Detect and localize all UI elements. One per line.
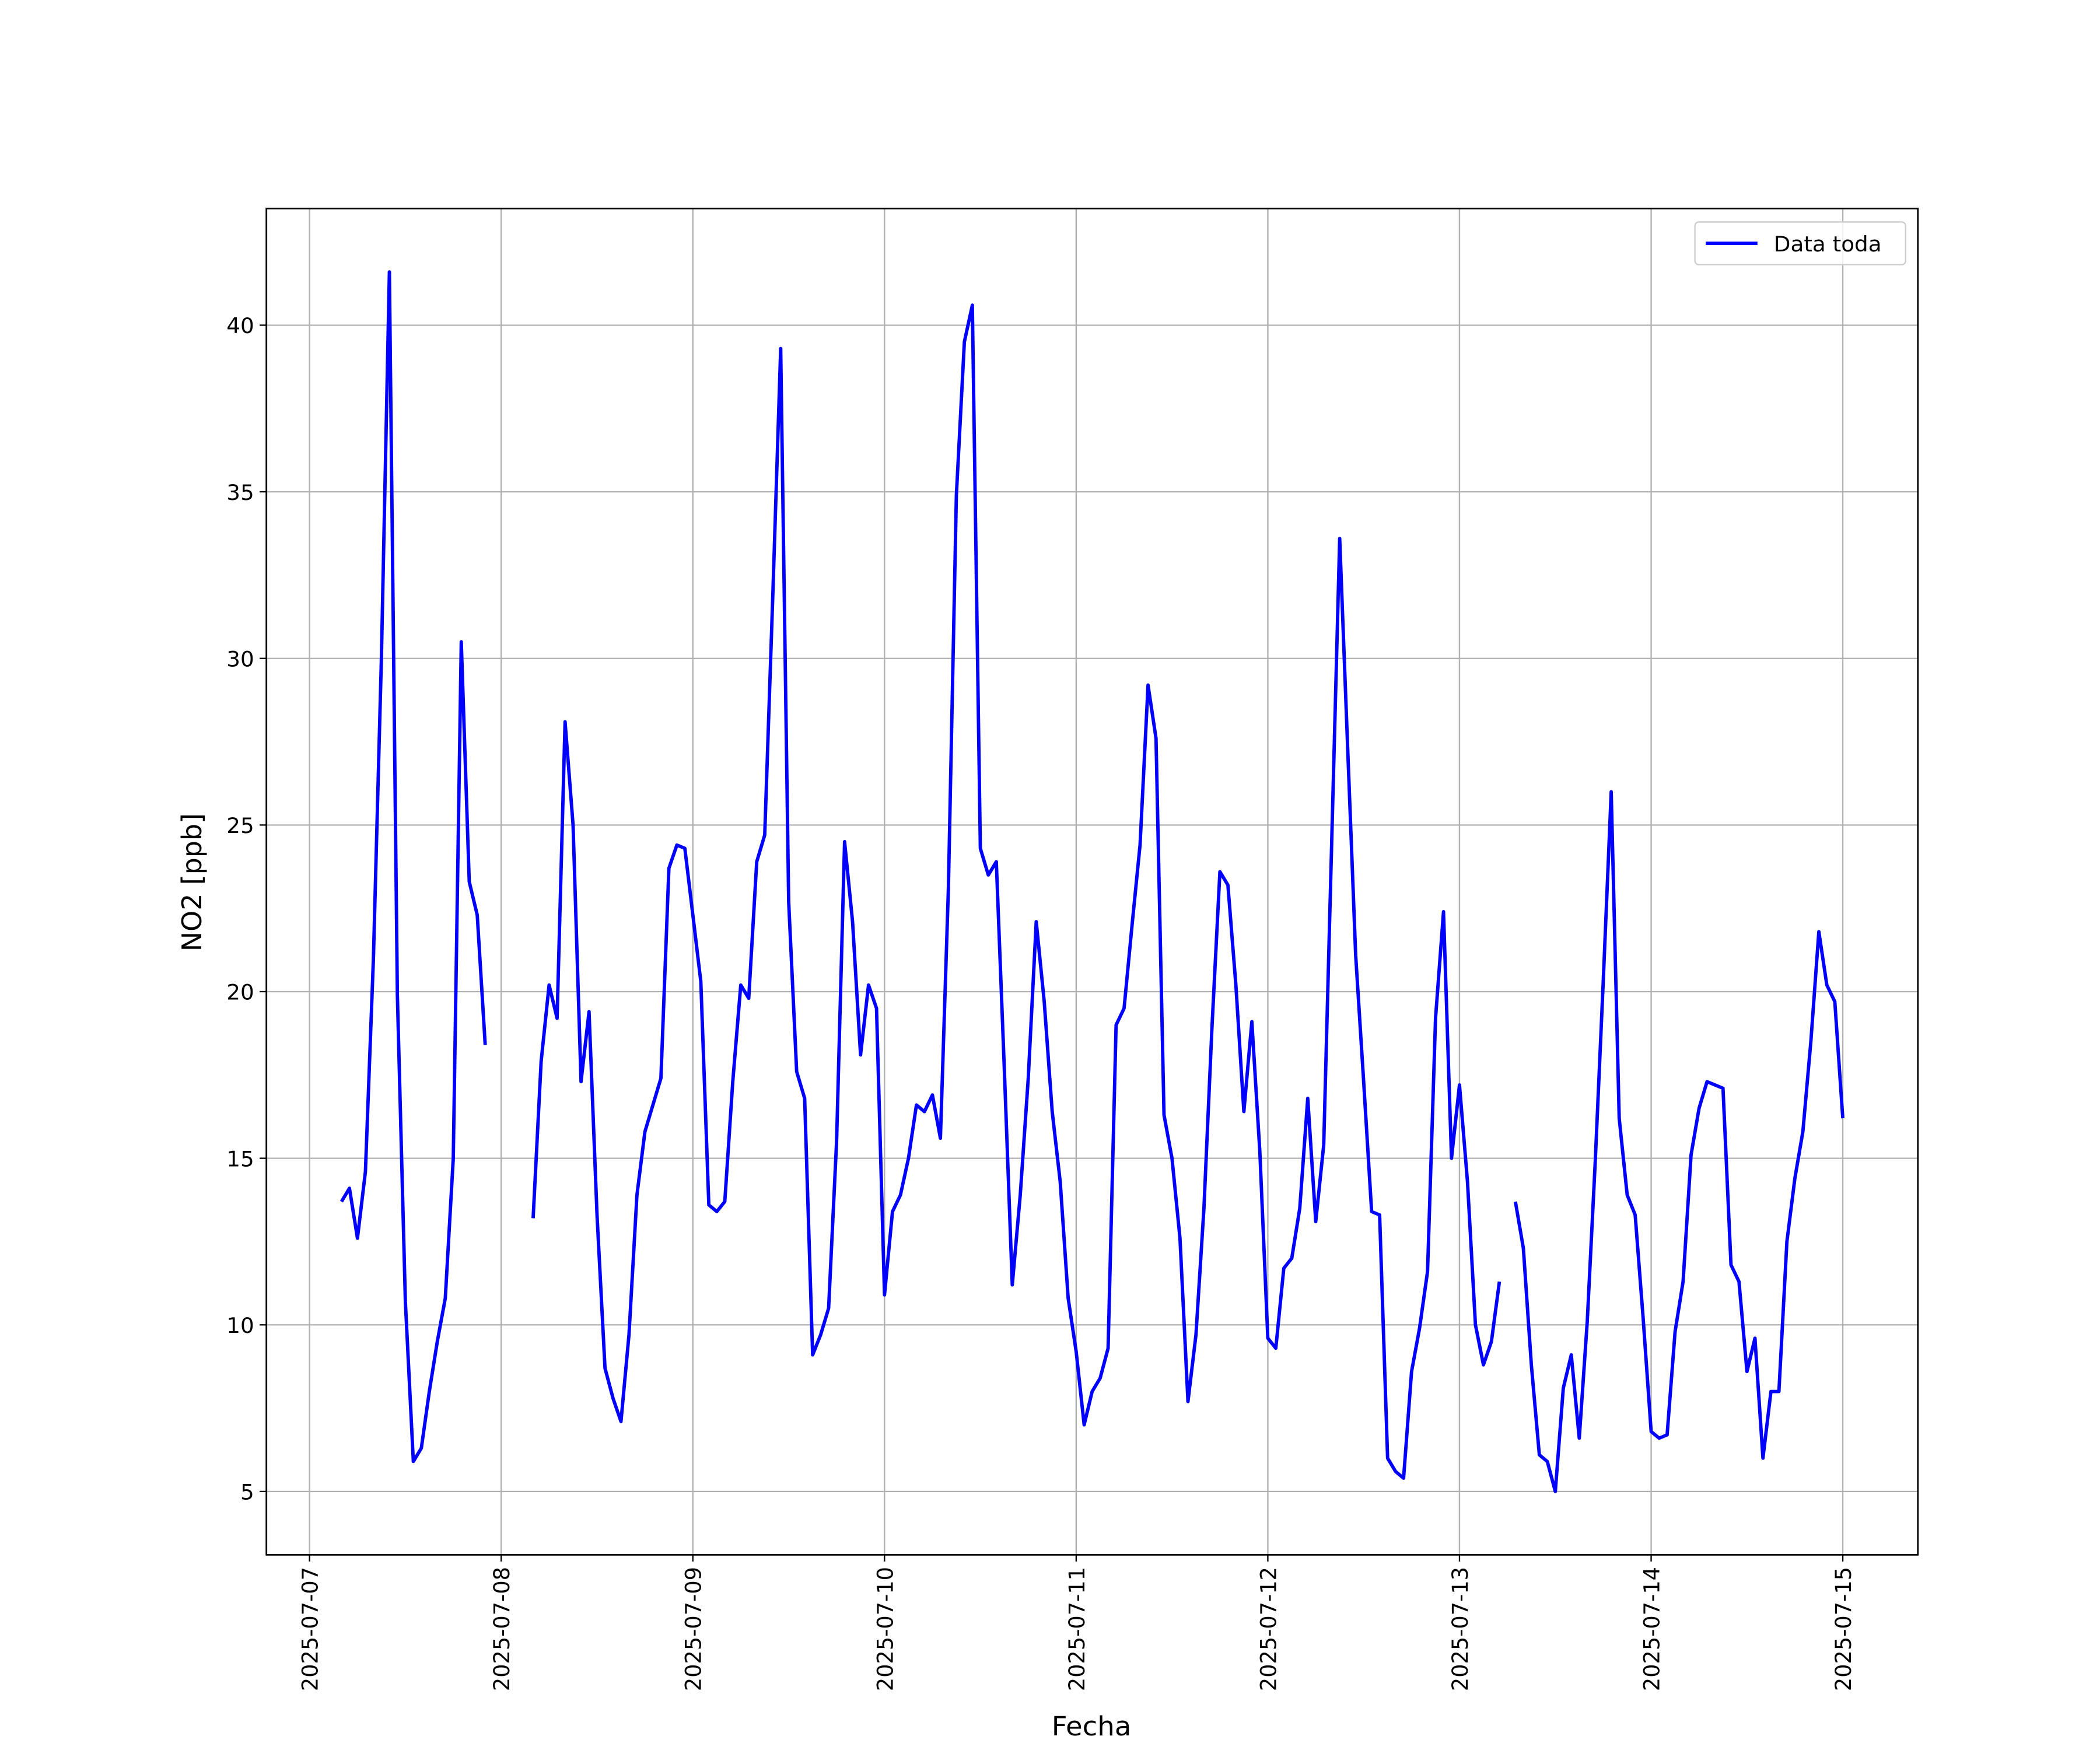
x-tick-label: 2025-07-10 — [873, 1567, 898, 1691]
legend-label: Data toda — [1774, 232, 1882, 257]
y-tick-label: 35 — [226, 480, 254, 505]
y-tick-label: 15 — [226, 1147, 254, 1172]
y-tick-label: 30 — [226, 647, 254, 672]
x-tick-label: 2025-07-13 — [1448, 1567, 1473, 1691]
x-tick-label: 2025-07-09 — [681, 1567, 706, 1691]
x-tick-label: 2025-07-14 — [1639, 1567, 1664, 1691]
x-tick-label: 2025-07-15 — [1831, 1567, 1856, 1691]
y-tick-label: 10 — [226, 1313, 254, 1338]
x-axis-label: Fecha — [1052, 1710, 1132, 1742]
y-tick-label: 40 — [226, 313, 254, 338]
x-tick-label: 2025-07-12 — [1256, 1567, 1281, 1691]
legend-box — [1694, 221, 1906, 265]
data-line — [340, 270, 1845, 1493]
x-tick-label: 2025-07-07 — [298, 1567, 323, 1691]
y-tick-label: 20 — [226, 980, 254, 1005]
y-tick-label: 25 — [226, 813, 254, 838]
y-axis-label: NO2 [ppb] — [176, 813, 207, 951]
y-tick-label: 5 — [240, 1480, 254, 1505]
x-tick-label: 2025-07-11 — [1065, 1567, 1090, 1691]
x-tick-label: 2025-07-08 — [489, 1567, 514, 1691]
plot-frame — [265, 208, 1919, 1556]
